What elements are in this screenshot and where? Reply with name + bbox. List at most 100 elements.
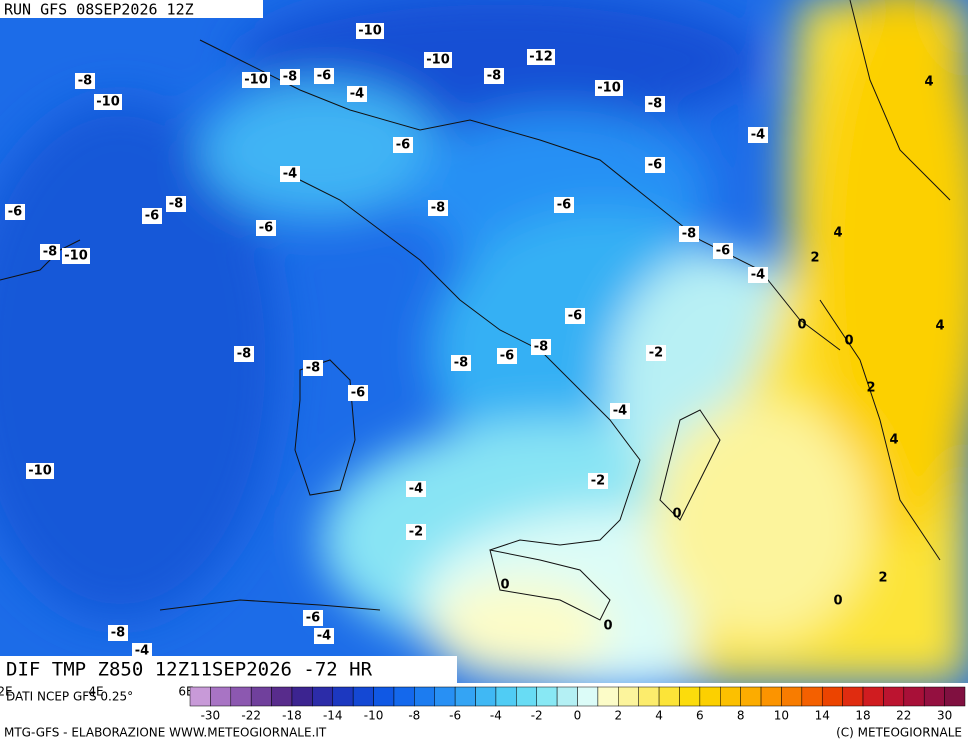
contour-label: -2	[591, 474, 605, 489]
contour-label: -8	[454, 356, 468, 371]
colorbar-swatch	[842, 686, 864, 707]
contour-label-bg	[531, 339, 551, 355]
contour-label: -6	[145, 209, 159, 224]
contour-label: 4	[924, 75, 933, 90]
contour-label: -4	[409, 482, 423, 497]
map-title: DIF TMP Z850 12Z11SEP2026 -72 HR	[6, 659, 373, 681]
colorbar-swatch	[658, 686, 680, 707]
contour-label-bg	[406, 481, 426, 497]
contour-label-bg	[356, 23, 384, 39]
colorbar-swatch	[944, 686, 966, 707]
contour-label-bg	[497, 348, 517, 364]
contour-label-bg	[406, 524, 426, 540]
colorbar-swatch	[903, 686, 925, 707]
contour-label: -2	[649, 346, 663, 361]
colorbar-swatch	[597, 686, 619, 707]
contour-label-bg	[748, 267, 768, 283]
colorbar-swatch	[291, 686, 313, 707]
contour-label-bg	[280, 69, 300, 85]
colorbar-swatch	[495, 686, 517, 707]
contour-label-bg	[5, 204, 25, 220]
contour-label: -4	[317, 629, 331, 644]
contour-label-bg	[40, 244, 60, 260]
contour-label: 2	[866, 381, 875, 396]
contour-label: -6	[557, 198, 571, 213]
contour-label: -8	[648, 97, 662, 112]
contour-label: 0	[797, 318, 806, 333]
colorbar-swatch	[434, 686, 456, 707]
colorbar-swatch	[862, 686, 884, 707]
contour-label: -10	[426, 53, 450, 68]
contour-label-bg	[595, 80, 623, 96]
contour-label: 0	[603, 619, 612, 634]
colorbar-tick-label: -2	[531, 709, 543, 723]
contour-label: -8	[169, 197, 183, 212]
colorbar-swatch	[271, 686, 293, 707]
contour-label: -8	[111, 626, 125, 641]
colorbar-tick-label: -4	[490, 709, 502, 723]
footer-right: (C) METEOGIORNALE	[836, 726, 962, 740]
colorbar-tick-label: -6	[449, 709, 461, 723]
contour-label-bg	[554, 197, 574, 213]
colorbar-tick-label: 8	[737, 709, 745, 723]
colorbar-swatch	[699, 686, 721, 707]
contour-label-bg	[645, 96, 665, 112]
colorbar-swatch	[821, 686, 843, 707]
lon-label: 2E	[0, 685, 13, 699]
contour-label-bg	[645, 157, 665, 173]
colorbar-swatch	[536, 686, 558, 707]
contour-label-bg	[646, 345, 666, 361]
colorbar-tick-label: 10	[774, 709, 789, 723]
colorbar-swatch	[720, 686, 741, 707]
contour-label-bg	[303, 610, 323, 626]
colorbar-swatch	[801, 686, 823, 707]
colorbar-swatch	[189, 686, 211, 707]
colorbar-tick-label: 18	[855, 709, 870, 723]
contour-label: -8	[283, 70, 297, 85]
contour-label-bg	[348, 385, 368, 401]
contour-label: -6	[306, 611, 320, 626]
contour-label-bg	[393, 137, 413, 153]
contour-label-bg	[234, 346, 254, 362]
contour-label: 4	[889, 433, 898, 448]
contour-label: -10	[28, 464, 52, 479]
contour-label-bg	[588, 473, 608, 489]
contour-label: -8	[43, 245, 57, 260]
contour-label: 4	[833, 226, 842, 241]
contour-label-bg	[679, 226, 699, 242]
colorbar-swatch	[679, 686, 701, 707]
contour-label-bg	[280, 166, 300, 182]
colorbar-swatch	[312, 686, 334, 707]
lon-label: 4E	[88, 685, 103, 699]
contour-label-bg	[256, 220, 276, 236]
colorbar-tick-label: 14	[815, 709, 830, 723]
colorbar-tick-label: -18	[282, 709, 302, 723]
colorbar-swatch	[516, 686, 537, 707]
contour-label-bg	[451, 355, 471, 371]
contour-label: -12	[529, 50, 553, 65]
contour-label: -10	[597, 81, 621, 96]
contour-label-bg	[484, 68, 504, 84]
colorbar-swatch	[618, 686, 639, 707]
contour-label: -6	[259, 221, 273, 236]
contour-label: -10	[244, 73, 268, 88]
contour-label: 4	[935, 319, 944, 334]
contour-label: -4	[135, 644, 149, 659]
contour-label: 0	[844, 334, 853, 349]
colorbar-swatch	[781, 686, 803, 707]
colorbar-swatch	[250, 686, 272, 707]
contour-label: 0	[672, 507, 681, 522]
contour-label-bg	[314, 628, 334, 644]
contour-label: -6	[396, 138, 410, 153]
contour-label: -10	[64, 249, 88, 264]
colorbar-swatch	[352, 686, 374, 707]
contour-label: 2	[878, 571, 887, 586]
contour-label: 0	[833, 594, 842, 609]
contour-label: -6	[716, 244, 730, 259]
colorbar-swatch	[760, 686, 782, 707]
colorbar-tick-label: 2	[614, 709, 622, 723]
contour-label: -2	[409, 525, 423, 540]
contour-label: -8	[306, 361, 320, 376]
contour-label: -8	[487, 69, 501, 84]
